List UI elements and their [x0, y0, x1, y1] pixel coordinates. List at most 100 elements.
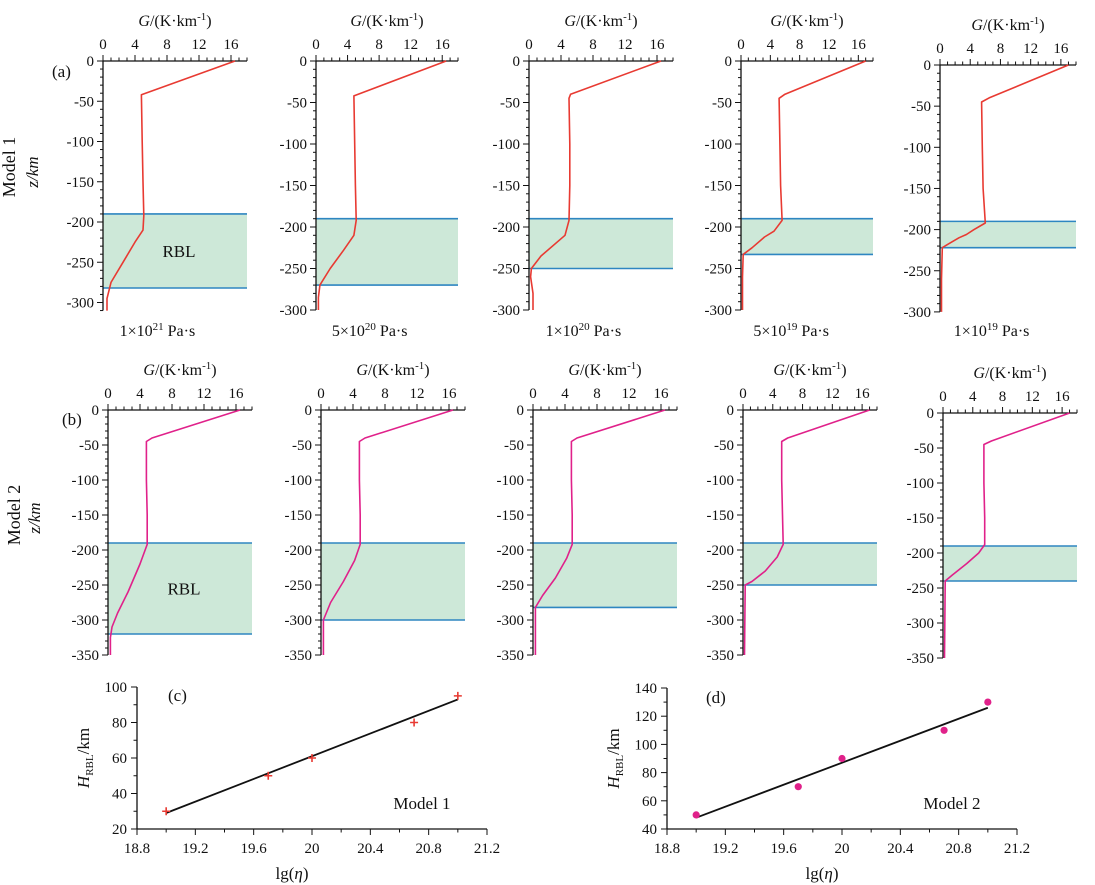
- b4-xlabel: G/(K·km-1): [773, 360, 846, 379]
- a4-xtick-label: 16: [851, 37, 867, 53]
- d-ytick-label: 120: [635, 709, 658, 725]
- c-ytick-label: 40: [112, 787, 127, 803]
- b3-ytick-label: -50: [504, 438, 524, 454]
- a1-ytick-label: -50: [74, 94, 94, 110]
- a4-ytick-label: -300: [705, 303, 733, 319]
- a2-rbl-band: [316, 218, 458, 286]
- a3-ytick-label: 0: [513, 54, 521, 70]
- d-point: [692, 811, 700, 819]
- b1-ytick-label: 0: [92, 403, 100, 419]
- d-point: [940, 726, 948, 734]
- a1-xtick-label: 0: [99, 37, 107, 53]
- b5-rbl-band: [943, 546, 1077, 581]
- a5-ytick-label: -300: [904, 305, 932, 321]
- b5-ytick-label: -150: [907, 511, 935, 527]
- b1-xtick-label: 0: [104, 386, 112, 402]
- d-ytick-label: 100: [635, 737, 658, 753]
- b4-xtick-label: 0: [739, 386, 747, 402]
- b5-ytick-label: -200: [907, 546, 935, 562]
- d-xtick-label: 19.2: [712, 841, 738, 857]
- a1-ytick-label: -100: [67, 135, 95, 151]
- a5-caption: 1×1019 Pa·s: [954, 321, 1030, 340]
- b2-xtick-label: 12: [410, 386, 425, 402]
- a2-xtick-label: 4: [344, 37, 352, 53]
- a4-ytick-label: -250: [705, 262, 733, 278]
- a3-ytick-label: -300: [493, 303, 521, 319]
- b2-rbl-band: [321, 543, 465, 620]
- a2-ytick-label: 0: [300, 54, 308, 70]
- c-ytick-label: 100: [105, 680, 128, 696]
- b1-ytick-label: -100: [72, 473, 100, 489]
- b5-ytick-label: -100: [907, 476, 935, 492]
- panel-letter-c: (c): [168, 686, 187, 705]
- b5-ytick-label: -350: [907, 651, 935, 667]
- a5-ytick-label: -200: [904, 223, 932, 239]
- b4-profile-line: [743, 409, 870, 656]
- b5-xtick-label: 16: [1055, 389, 1071, 405]
- a3-ytick-label: -100: [493, 137, 521, 153]
- row-label-model2-unit: z/km: [25, 502, 44, 534]
- b1-profile-line: [109, 409, 241, 655]
- b4-ytick-label: -150: [707, 508, 735, 524]
- b1-rbl-band: [108, 543, 252, 634]
- b2-ytick-label: 0: [305, 403, 313, 419]
- b3-ytick-label: 0: [517, 403, 525, 419]
- b1-xtick-label: 8: [168, 386, 176, 402]
- panel-letter-d: (d): [706, 688, 726, 707]
- d-ylabel: HRBL/km: [604, 728, 626, 789]
- d-xtick-label: 20: [835, 841, 850, 857]
- d-xtick-label: 21.2: [1004, 841, 1030, 857]
- marks-layer: [106, 60, 1070, 819]
- b3-ytick-label: -350: [497, 648, 525, 664]
- b5-xtick-label: 12: [1025, 389, 1040, 405]
- b4-xtick-label: 16: [855, 386, 871, 402]
- b5-xtick-label: 8: [999, 389, 1007, 405]
- b4-ytick-label: 0: [727, 403, 735, 419]
- a3-xtick-label: 4: [557, 37, 565, 53]
- c-xtick-label: 20.8: [416, 841, 442, 857]
- b3-ytick-label: -150: [497, 508, 525, 524]
- c-ytick-label: 80: [112, 716, 127, 732]
- b5-ytick-label: -250: [907, 581, 935, 597]
- a5-xtick-label: 0: [936, 41, 944, 57]
- c-ytick-label: 20: [112, 822, 127, 838]
- a3-ytick-label: -200: [493, 220, 521, 236]
- b3-xtick-label: 16: [654, 386, 670, 402]
- c-point: [453, 691, 462, 700]
- a4-ytick-label: -150: [705, 179, 733, 195]
- b5-profile-line: [943, 412, 1070, 659]
- b5-xtick-label: 4: [969, 389, 977, 405]
- a3-caption: 1×1020 Pa·s: [546, 321, 622, 340]
- c-xtick-label: 19.6: [241, 841, 268, 857]
- a1-ytick-label: -200: [67, 215, 95, 231]
- b1-rbl-label: RBL: [167, 580, 200, 599]
- a1-xtick-label: 8: [163, 37, 171, 53]
- a4-ytick-label: 0: [725, 54, 733, 70]
- a4-xtick-label: 0: [737, 37, 745, 53]
- a3-rbl-band: [529, 218, 673, 269]
- b3-rbl-band: [533, 543, 677, 608]
- c-point: [410, 718, 419, 727]
- b5-xtick-label: 0: [939, 389, 947, 405]
- axes-layer: 0 4 8 12 16 0 -50 -100 -150 -200 -250 -300 G/(K·km-1…: [67, 11, 1078, 883]
- d-xtick-label: 18.8: [654, 841, 680, 857]
- b4-ytick-label: -300: [707, 613, 735, 629]
- a2-ytick-label: -50: [287, 96, 307, 112]
- b3-ytick-label: -250: [497, 578, 525, 594]
- a5-xtick-label: 16: [1053, 41, 1069, 57]
- d-fit-line: [695, 706, 989, 819]
- b5-xlabel: G/(K·km-1): [973, 363, 1046, 382]
- d-xtick-label: 20.8: [946, 841, 972, 857]
- a2-ytick-label: -100: [280, 137, 308, 153]
- d-xtick-label: 20.4: [887, 841, 914, 857]
- c-xtick-label: 18.8: [124, 841, 150, 857]
- row-label-model2: Model 2: [4, 485, 24, 546]
- c-point: [162, 807, 171, 816]
- b4-ytick-label: -50: [714, 438, 734, 454]
- a3-xtick-label: 12: [618, 37, 633, 53]
- a5-xlabel: G/(K·km-1): [971, 15, 1044, 34]
- a4-profile-line: [741, 60, 867, 310]
- a2-profile-line: [317, 60, 447, 310]
- a3-xtick-label: 8: [589, 37, 597, 53]
- b5-ytick-label: -50: [914, 441, 934, 457]
